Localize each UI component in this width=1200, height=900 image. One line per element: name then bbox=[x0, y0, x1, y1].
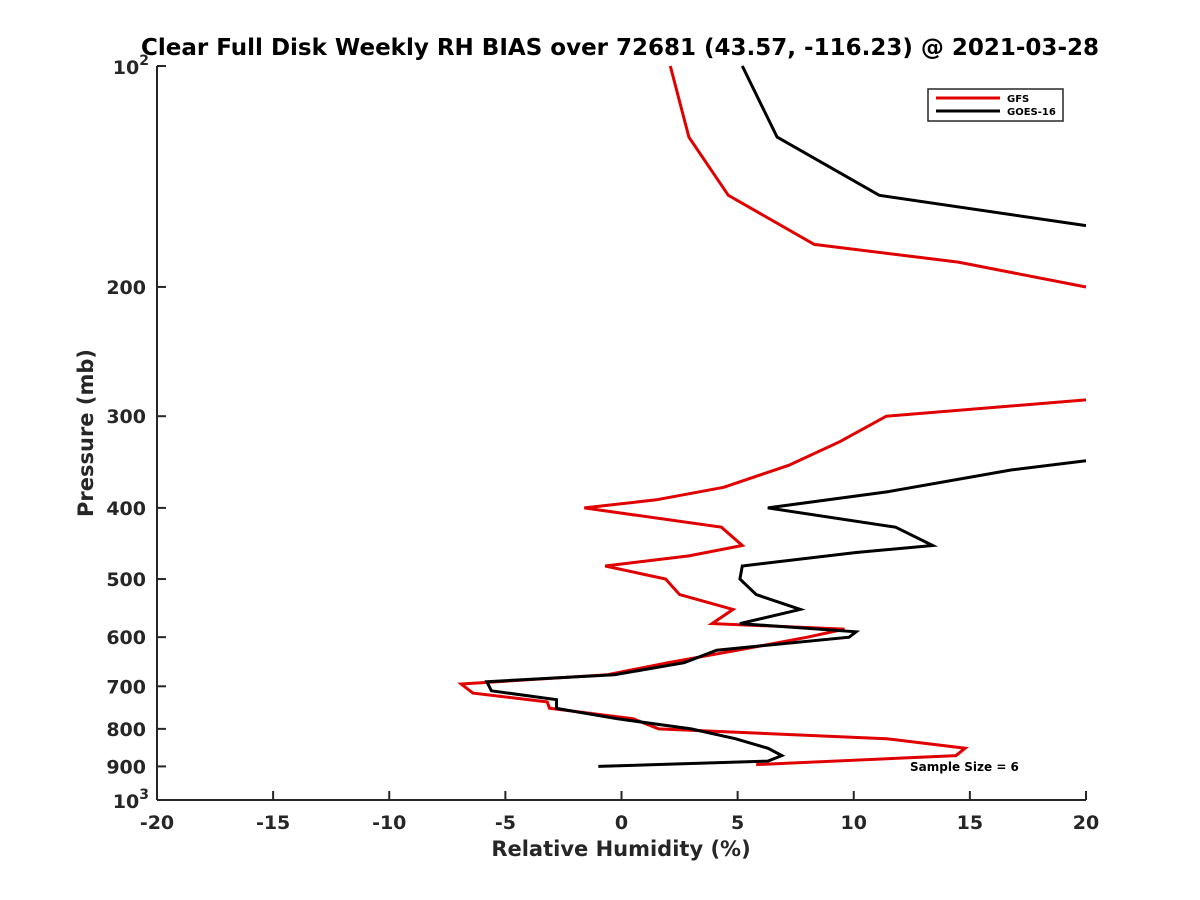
axes: -20 -15 -10 -5 0 5 10 15 20 102 200 300 400 500 600 700… bbox=[106, 53, 1099, 834]
x-tick-label: -5 bbox=[495, 812, 516, 834]
x-tick-label: -15 bbox=[256, 812, 290, 834]
series-line-goes-16 bbox=[484, 459, 1087, 768]
x-tick-label: -20 bbox=[140, 812, 174, 834]
series-line-goes-16 bbox=[740, 65, 1087, 228]
x-tick-label: -10 bbox=[372, 812, 406, 834]
x-tick-label: 0 bbox=[615, 812, 628, 834]
y-tick-label: 400 bbox=[106, 498, 146, 520]
chart-title: Clear Full Disk Weekly RH BIAS over 7268… bbox=[141, 35, 1099, 61]
legend-label-gfs: GFS bbox=[1007, 94, 1029, 105]
y-tick-label: 300 bbox=[106, 406, 146, 428]
legend-box bbox=[927, 88, 1064, 122]
y-tick-label: 800 bbox=[106, 719, 146, 741]
x-tick-label: 10 bbox=[841, 812, 867, 834]
y-tick-label: 103 bbox=[113, 787, 149, 813]
sample-size-annotation: Sample Size = 6 bbox=[910, 760, 1019, 774]
y-tick-label: 900 bbox=[106, 756, 146, 778]
y-tick-label: 600 bbox=[106, 627, 146, 649]
series-line-gfs bbox=[668, 65, 1087, 289]
series-layer bbox=[457, 65, 1087, 768]
x-axis-label: Relative Humidity (%) bbox=[491, 837, 750, 861]
x-tick-label: 5 bbox=[731, 812, 744, 834]
x-tick-label: 15 bbox=[957, 812, 983, 834]
legend: GFS GOES-16 bbox=[927, 88, 1064, 122]
series-line-gfs bbox=[457, 398, 1087, 767]
y-axis-label: Pressure (mb) bbox=[74, 349, 98, 517]
y-tick-label: 500 bbox=[106, 569, 146, 591]
y-tick-label: 102 bbox=[113, 53, 149, 79]
x-tick-label: 20 bbox=[1073, 812, 1099, 834]
y-tick-label: 700 bbox=[106, 676, 146, 698]
y-tick-label: 200 bbox=[106, 277, 146, 299]
legend-label-goes-16: GOES-16 bbox=[1007, 107, 1056, 118]
